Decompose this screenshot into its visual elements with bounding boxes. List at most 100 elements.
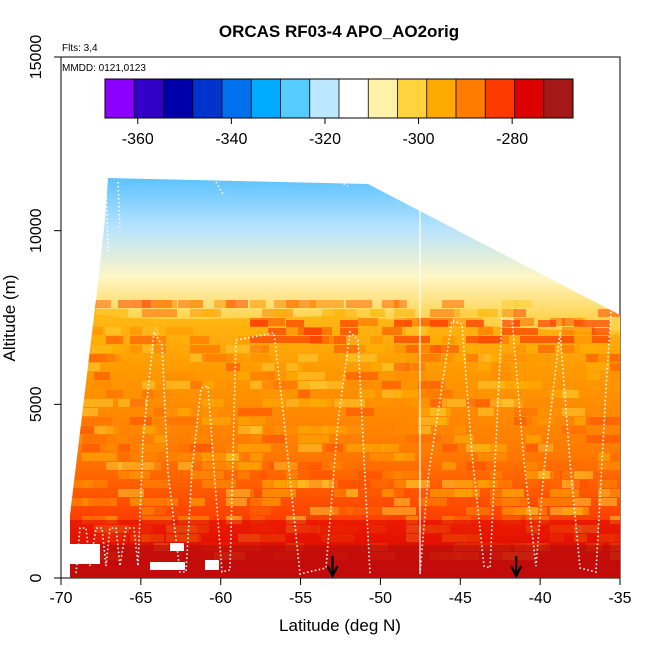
heatmap-cell — [130, 453, 157, 461]
heatmap-cell — [370, 309, 385, 317]
heatmap-cell — [592, 320, 610, 327]
heatmap-cell — [298, 435, 329, 443]
heatmap-cell — [466, 320, 484, 327]
heatmap-cell — [514, 309, 526, 317]
heatmap-cell — [298, 354, 318, 362]
heatmap-cell — [202, 417, 231, 425]
heatmap-cell — [358, 390, 375, 398]
heatmap-cell — [190, 354, 206, 362]
heatmap-cell — [106, 426, 119, 434]
heatmap-cell — [286, 462, 308, 470]
colorbar-swatch — [485, 79, 515, 118]
heatmap-cell — [346, 444, 371, 452]
colorbar-swatch — [339, 79, 369, 118]
colorbar-tick-label: -360 — [122, 131, 154, 148]
heatmap-cell — [82, 480, 108, 488]
heatmap-cell — [418, 381, 440, 389]
x-tick-label: -60 — [209, 590, 232, 607]
heatmap-cell — [250, 381, 273, 389]
heatmap-cell — [298, 507, 320, 515]
heatmap-cell — [82, 327, 103, 335]
heatmap-cell — [442, 336, 457, 344]
heatmap-cell — [562, 507, 589, 515]
heatmap-cell — [610, 354, 620, 362]
heatmap-cell — [70, 435, 82, 443]
heatmap-cell — [106, 444, 127, 452]
heatmap-cell — [202, 462, 231, 470]
heatmap-cell — [382, 507, 416, 515]
heatmap-cell — [286, 327, 306, 335]
x-tick-label: -65 — [129, 590, 152, 607]
heatmap-cell — [382, 444, 399, 452]
heatmap-cell — [226, 354, 245, 362]
heatmap-cell — [406, 399, 438, 407]
heatmap-cell — [562, 426, 576, 434]
heatmap-cell — [250, 426, 263, 434]
heatmap-cell — [478, 408, 494, 416]
heatmap-cell — [454, 354, 469, 362]
heatmap-cell — [250, 320, 268, 327]
heatmap-cell — [268, 336, 286, 343]
heatmap-cell — [538, 417, 553, 425]
x-tick-label: -70 — [49, 590, 72, 607]
heatmap-cell — [394, 309, 415, 317]
heatmap-cell — [202, 354, 233, 362]
colorbar-swatch — [368, 79, 398, 118]
heatmap-cell — [322, 426, 347, 434]
heatmap-cell — [394, 300, 407, 308]
heatmap-cell — [538, 471, 554, 479]
heatmap-cell — [490, 354, 503, 362]
heatmap-cell — [610, 372, 620, 380]
heatmap-cell — [82, 453, 117, 461]
heatmap-cell — [592, 336, 610, 343]
heatmap-cell — [226, 300, 248, 308]
heatmap-cell — [70, 426, 97, 434]
heatmap-cell — [250, 489, 271, 497]
heatmap-cell — [478, 354, 492, 362]
heatmap-cell — [118, 453, 135, 461]
heatmap-cell — [250, 435, 269, 443]
heatmap-cell — [478, 327, 493, 335]
flights-annotation: Flts: 3,4 — [62, 43, 98, 54]
heatmap-cell — [166, 381, 191, 389]
heatmap-cell — [310, 399, 326, 407]
heatmap-cell — [598, 489, 620, 497]
heatmap-cell — [262, 363, 275, 371]
heatmap-cell — [358, 345, 385, 353]
heatmap-cell — [166, 372, 195, 380]
heatmap-cell — [382, 300, 399, 308]
heatmap-cell — [190, 381, 207, 389]
heatmap-cell — [250, 453, 263, 461]
heatmap-cell — [418, 426, 431, 434]
heatmap-cell — [70, 363, 100, 371]
heatmap-cell — [514, 381, 542, 389]
heatmap-cell — [286, 336, 304, 343]
heatmap-upper-region — [96, 178, 620, 332]
heatmap-cell — [394, 372, 426, 380]
heatmap-cell — [82, 399, 113, 407]
heatmap-cell — [538, 345, 555, 353]
heatmap-cell — [106, 462, 122, 470]
heatmap-cell — [118, 489, 144, 497]
colorbar-swatch — [309, 79, 340, 118]
heatmap-cell — [454, 426, 466, 434]
heatmap-cell — [382, 327, 402, 335]
heatmap-cell — [430, 381, 445, 389]
heatmap-cell — [130, 399, 145, 407]
colorbar-swatch — [163, 79, 194, 118]
heatmap-cell — [250, 372, 275, 380]
heatmap-cell — [250, 507, 271, 515]
heatmap-cell — [190, 435, 208, 443]
heatmap-cell — [598, 309, 620, 317]
heatmap-cell — [394, 498, 410, 506]
heatmap-cell — [238, 327, 255, 335]
heatmap-cell — [358, 462, 384, 470]
heatmap-cell — [106, 354, 121, 362]
heatmap-cell — [526, 462, 547, 470]
heatmap-cell — [562, 480, 580, 488]
heatmap-cell — [70, 498, 88, 506]
heatmap-cell — [346, 426, 362, 434]
heatmap-cell — [262, 480, 285, 488]
heatmap-cell — [298, 408, 325, 416]
heatmap-cell — [430, 489, 442, 497]
